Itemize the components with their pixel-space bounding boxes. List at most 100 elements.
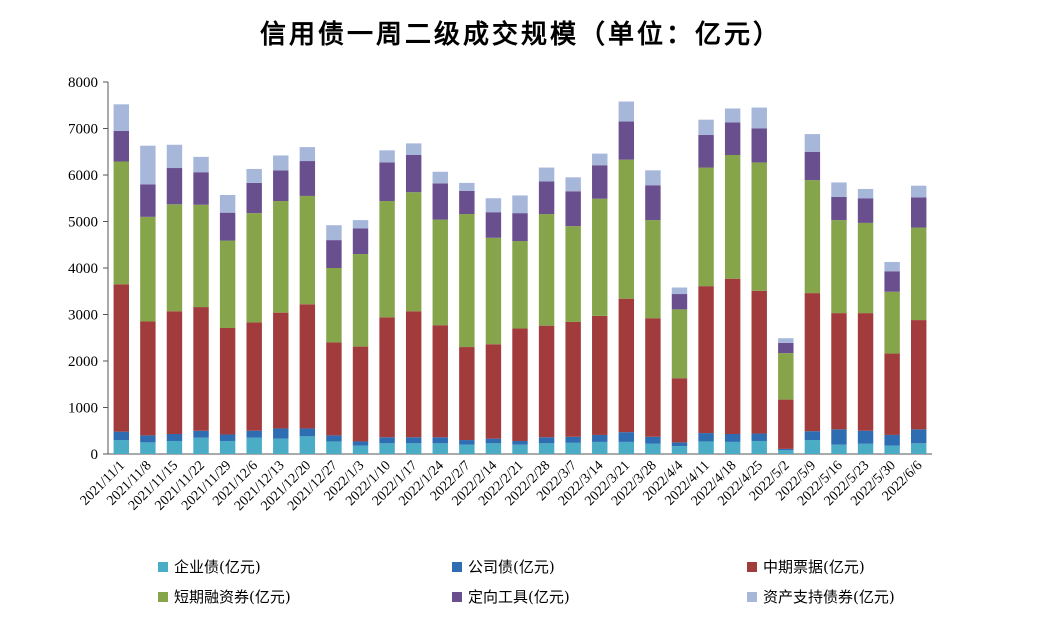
bar-segment-s0-c2 [166, 440, 183, 454]
bar-segment-s5-c25 [778, 338, 794, 343]
bar-segment-s4-c5 [246, 182, 262, 214]
legend-label: 中期票据(亿元) [763, 558, 865, 576]
bar-segment-s1-c4 [219, 434, 236, 441]
bar-segment-s3-c1 [140, 216, 156, 322]
bar-segment-s1-c15 [512, 440, 528, 445]
bar-segment-s3-c5 [246, 213, 262, 323]
bar-segment-s1-c5 [246, 430, 262, 438]
bar-segment-s4-c20 [645, 185, 661, 221]
bar-segment-s4-c8 [326, 240, 342, 268]
legend-label: 定向工具(亿元) [468, 588, 570, 606]
bar-segment-s4-c21 [671, 294, 688, 310]
bar-segment-s0-c12 [432, 443, 448, 454]
bar-segment-s3-c28 [857, 222, 874, 314]
bar-segment-s2-c13 [459, 347, 475, 441]
bar-segment-s1-c25 [778, 448, 794, 451]
bar-segment-s4-c9 [352, 228, 369, 255]
bar-segment-s2-c26 [804, 293, 821, 432]
bar-segment-s4-c28 [857, 198, 874, 223]
legend-swatch [747, 591, 757, 602]
bar-segment-s0-c4 [219, 440, 236, 454]
x-axis-labels: 2021/11/12021/11/82021/11/152021/11/2220… [78, 458, 926, 514]
bar-segment-s5-c20 [645, 170, 661, 186]
bar-segment-s0-c1 [140, 442, 156, 454]
bar-segment-s5-c16 [538, 167, 555, 182]
legend-label: 公司债(亿元) [468, 558, 555, 576]
bar-segment-s2-c7 [299, 304, 316, 429]
bar-segment-s4-c11 [405, 155, 422, 193]
bar-segment-s3-c26 [804, 180, 821, 294]
legend-swatch [158, 561, 168, 572]
bar-segment-s3-c22 [698, 167, 714, 287]
bar-segment-s1-c20 [645, 436, 661, 444]
bar-segment-s3-c27 [831, 220, 847, 314]
bar-segment-s1-c23 [724, 434, 741, 442]
legend-item: 短期融资券(亿元) [158, 586, 291, 607]
bar-segment-s1-c11 [405, 437, 422, 444]
bar-segment-s0-c17 [565, 442, 581, 454]
bar-segment-s1-c30 [911, 429, 927, 444]
bar-segment-s0-c15 [512, 444, 528, 454]
bar-segment-s1-c6 [273, 428, 289, 439]
y-tick-label: 0 [91, 447, 99, 463]
legend-swatch [452, 561, 462, 572]
y-tick-label: 4000 [68, 261, 98, 277]
legend-label: 短期融资券(亿元) [174, 588, 291, 606]
bar-segment-s5-c26 [804, 134, 821, 152]
bar-segment-s1-c10 [379, 437, 395, 444]
bar-segment-s2-c0 [113, 284, 129, 432]
legend-item: 资产支持债券(亿元) [747, 586, 895, 607]
bar-segment-s2-c23 [724, 278, 741, 435]
legend-swatch [158, 591, 168, 602]
bar-segment-s0-c3 [193, 437, 209, 454]
bar-segment-s0-c7 [299, 436, 316, 454]
bar-segment-s3-c11 [405, 192, 422, 312]
bar-segment-s4-c30 [911, 197, 927, 228]
bars [113, 101, 927, 454]
bar-segment-s0-c27 [831, 444, 847, 454]
bar-segment-s1-c18 [592, 434, 608, 442]
bar-segment-s2-c19 [618, 298, 635, 433]
bar-segment-s4-c13 [459, 190, 475, 215]
bar-segment-s2-c12 [432, 325, 448, 438]
bar-segment-s4-c19 [618, 121, 635, 160]
bar-segment-s4-c2 [166, 168, 183, 205]
bar-segment-s1-c12 [432, 437, 448, 444]
bar-segment-s3-c7 [299, 195, 316, 305]
bar-segment-s3-c10 [379, 201, 395, 318]
y-axis-labels: 0 1000 2000 3000 4000 5000 6000 7000 8000 [68, 75, 108, 463]
bar-segment-s5-c24 [751, 107, 767, 129]
bar-segment-s3-c21 [671, 309, 688, 379]
bar-segment-s2-c8 [326, 342, 342, 436]
bar-segment-s3-c20 [645, 220, 661, 319]
bar-segment-s3-c16 [538, 214, 555, 326]
bar-segment-s1-c22 [698, 433, 714, 442]
bar-segment-s0-c30 [911, 443, 927, 454]
bar-segment-s1-c13 [459, 440, 475, 445]
legend-item: 公司债(亿元) [452, 556, 555, 577]
bar-segment-s4-c12 [432, 183, 448, 220]
bar-segment-s5-c9 [352, 220, 369, 229]
bar-segment-s2-c25 [778, 399, 794, 449]
bar-segment-s2-c4 [219, 327, 236, 435]
bar-segment-s3-c18 [592, 198, 608, 316]
bar-segment-s2-c14 [485, 344, 502, 439]
bar-segment-s2-c21 [671, 378, 688, 443]
bar-segment-s1-c2 [166, 434, 183, 441]
bar-segment-s5-c19 [618, 101, 635, 122]
bar-segment-s1-c14 [485, 438, 502, 444]
bar-segment-s5-c12 [432, 171, 448, 184]
bar-segment-s5-c18 [592, 153, 608, 166]
bar-segment-s2-c24 [751, 290, 767, 434]
bar-segment-s5-c14 [485, 198, 502, 213]
bar-segment-s4-c17 [565, 191, 581, 227]
bar-segment-s0-c16 [538, 443, 555, 454]
bar-segment-s1-c27 [831, 429, 847, 445]
bar-segment-s0-c25 [778, 450, 794, 454]
bar-segment-s1-c3 [193, 430, 209, 438]
bar-segment-s2-c15 [512, 328, 528, 441]
bar-segment-s1-c29 [884, 434, 900, 446]
y-tick-label: 7000 [68, 122, 98, 138]
bar-segment-s0-c24 [751, 440, 767, 454]
bar-segment-s1-c24 [751, 433, 767, 441]
